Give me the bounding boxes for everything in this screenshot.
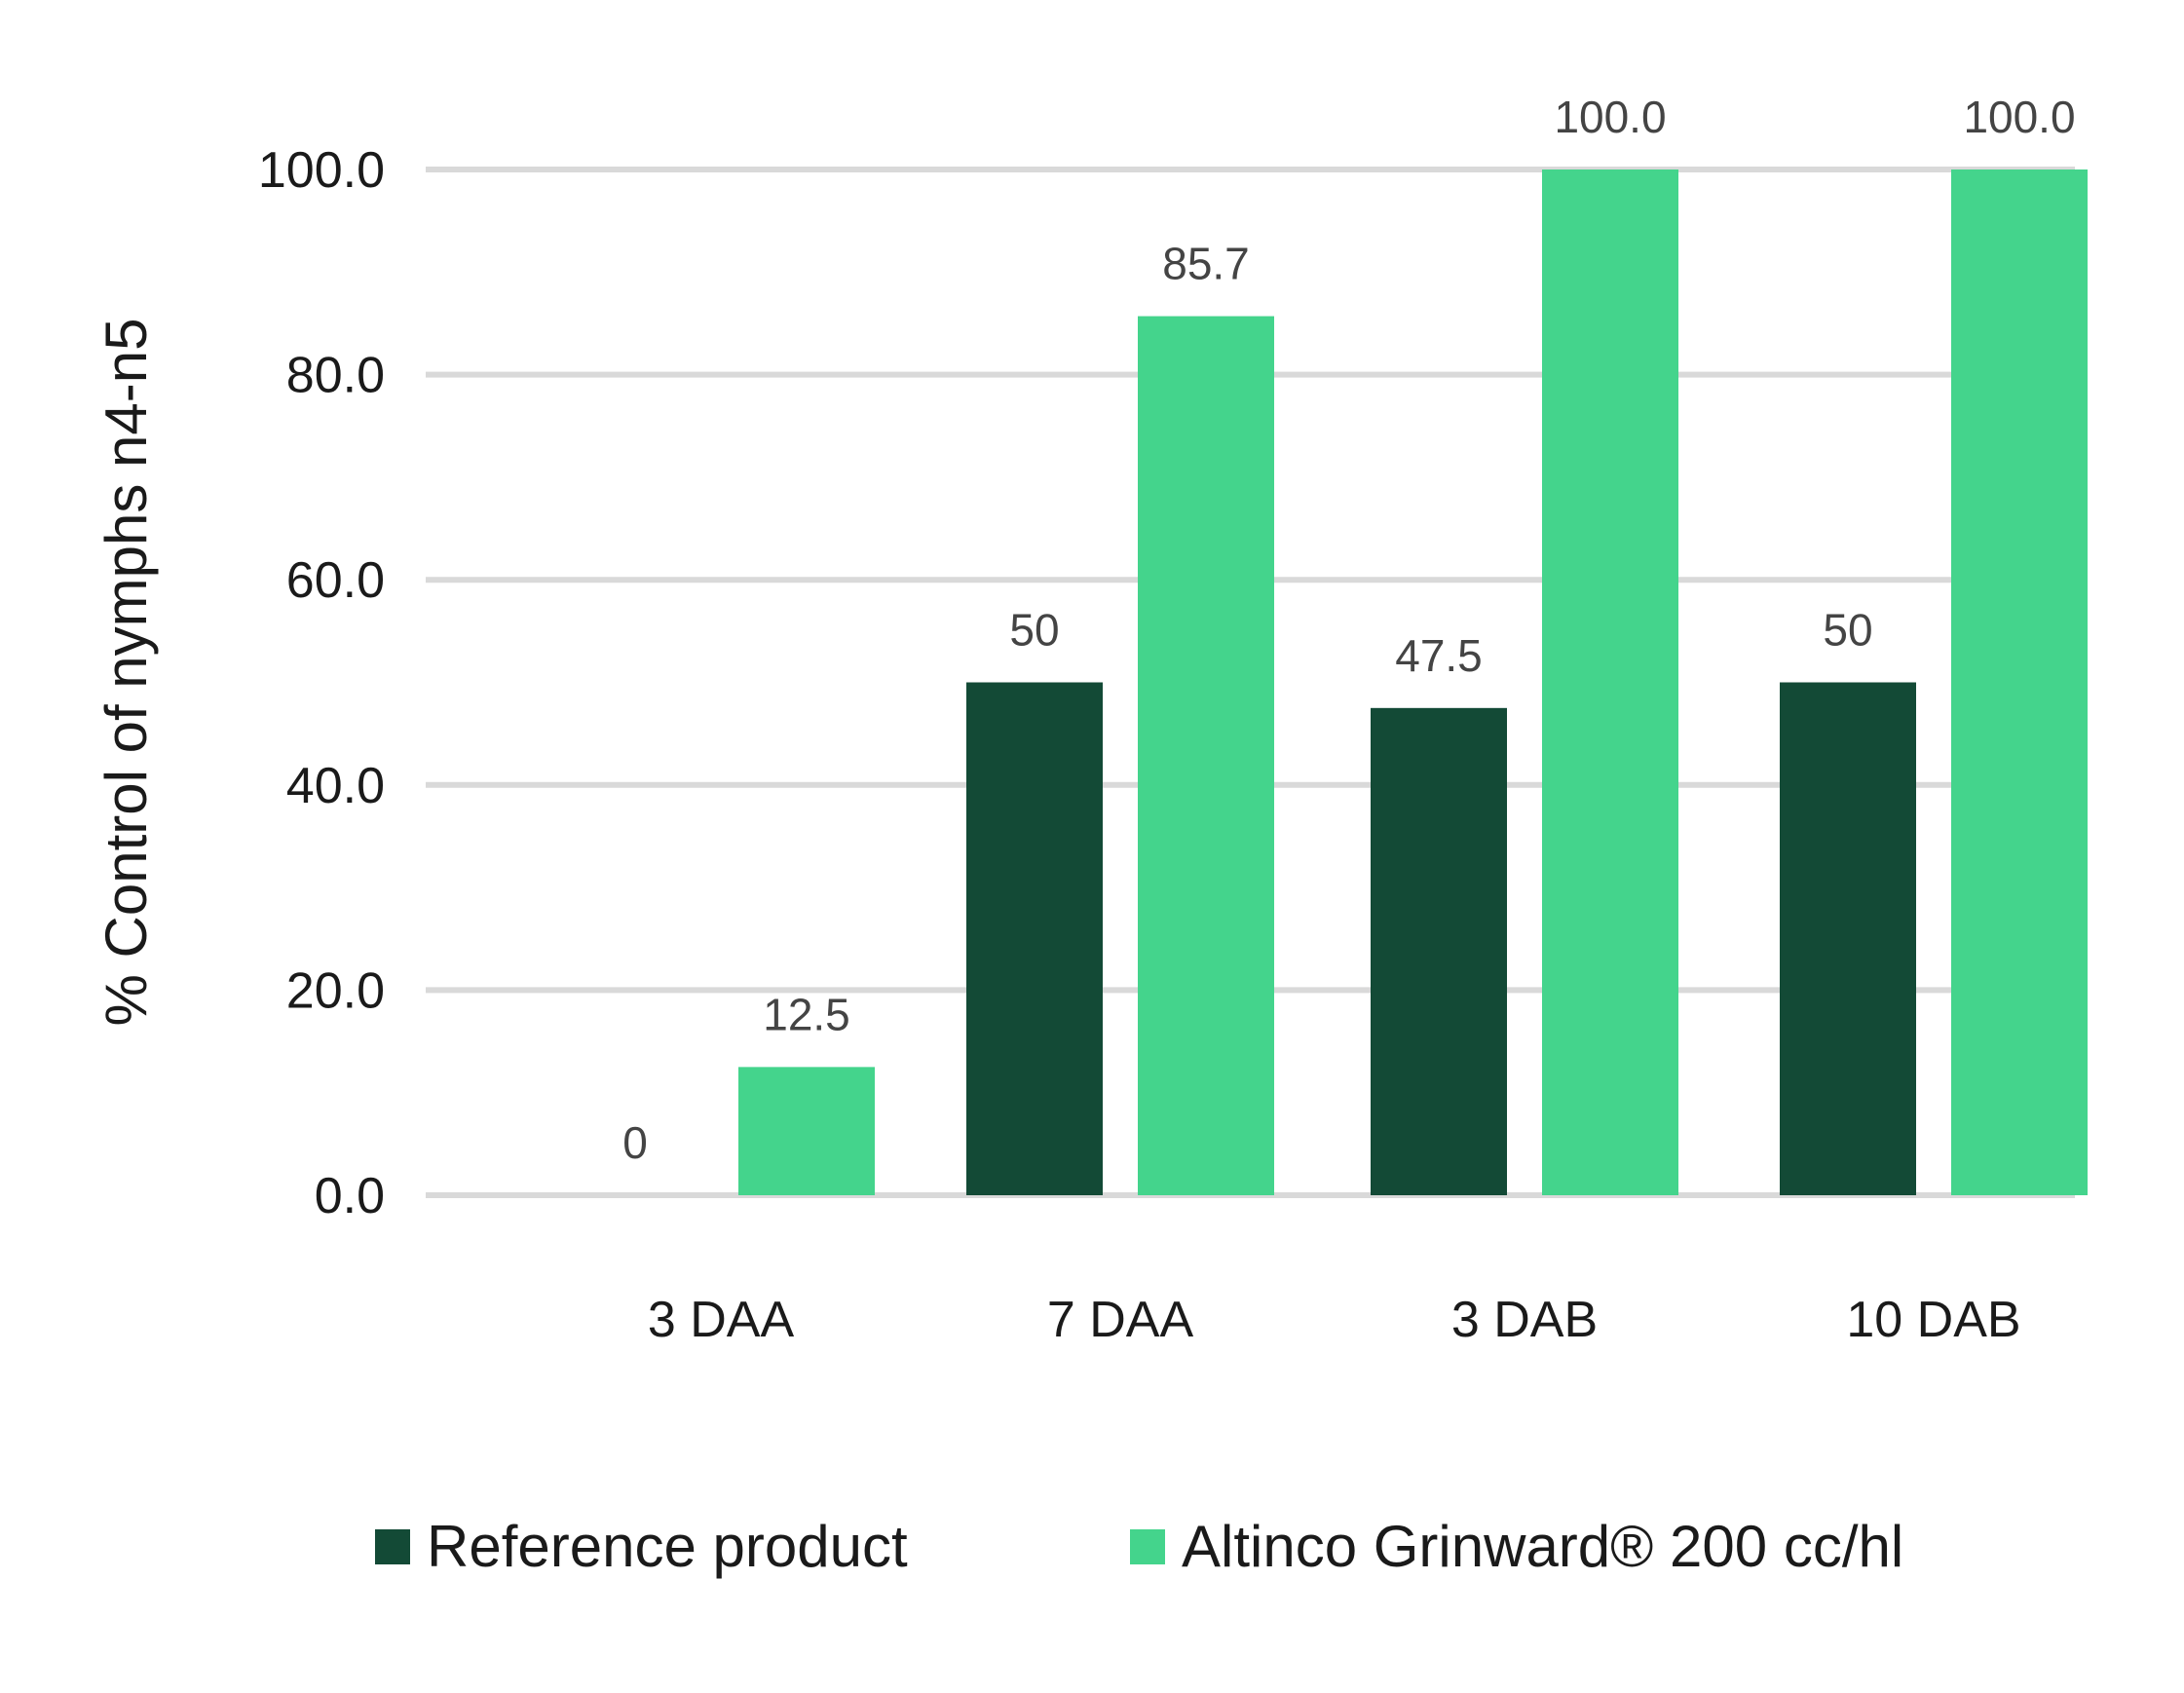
y-tick-label: 0.0 [315,1168,385,1224]
x-tick-label: 7 DAA [1047,1292,1194,1348]
data-label: 50 [1823,605,1872,656]
y-tick-label: 100.0 [258,142,385,199]
data-label: 47.5 [1395,630,1483,681]
data-label: 85.7 [1162,239,1250,289]
y-tick-label: 40.0 [286,758,385,814]
x-tick-label: 3 DAA [648,1292,795,1348]
legend-swatch [375,1529,410,1564]
legend-label: Reference product [427,1514,908,1579]
legend: Reference product Altinco Grinward® 200 c… [375,1514,1903,1579]
x-tick-label: 3 DAB [1451,1292,1598,1348]
data-label: 100.0 [1554,92,1666,142]
data-label: 100.0 [1963,92,2075,142]
bar-reference-1 [966,682,1103,1195]
y-tick-label: 20.0 [286,962,385,1019]
legend-label: Altinco Grinward® 200 cc/hl [1182,1514,1903,1579]
bar-altinco-0 [738,1067,875,1195]
y-axis-label: % Control of nymphs n4-n5 [94,318,159,1026]
y-tick-label: 80.0 [286,348,385,404]
y-tick-label: 60.0 [286,552,385,609]
bar-reference-2 [1371,707,1507,1195]
data-label: 50 [1009,605,1059,656]
bar-reference-3 [1780,682,1916,1195]
data-label: 0 [622,1117,648,1168]
bars [738,169,2088,1196]
x-tick-label: 10 DAB [1846,1292,2020,1348]
x-axis-ticks: 3 DAA 7 DAA 3 DAB 10 DAB [648,1292,2021,1348]
bar-altinco-2 [1542,169,1678,1195]
data-labels: 0 50 47.5 50 12.5 85.7 100.0 100.0 [622,92,2075,1168]
bar-altinco-3 [1951,169,2088,1195]
legend-swatch [1130,1529,1165,1564]
data-label: 12.5 [763,989,850,1039]
y-axis-ticks: 0.0 20.0 40.0 60.0 80.0 100.0 [258,142,385,1224]
bar-altinco-1 [1138,316,1274,1196]
